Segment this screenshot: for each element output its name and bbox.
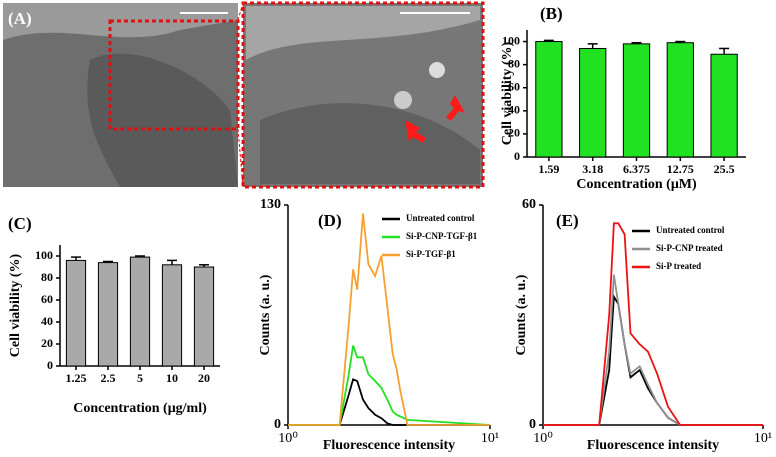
y-tick-label: 60 [508,79,520,93]
y-tick-label: 0 [274,417,281,432]
bar [666,42,694,158]
bar [710,53,738,158]
sem-texture [87,53,238,188]
y-axis-label: Cell viability (%) [500,41,515,145]
x-tick-label: 12.75 [667,162,694,176]
legend-label: Si-P-CNP treated [656,243,723,253]
particle [394,91,412,109]
x-tick-label: 10⁰ [278,431,298,446]
x-tick-label: 10 [166,371,178,385]
x-tick-label: 3.18 [582,162,603,176]
particle [429,62,445,78]
x-axis-label: Concentration (μM) [576,177,697,192]
y-tick-label: 20 [41,336,53,350]
y-tick-label: 100 [502,33,520,47]
image-panel: (A) [3,1,485,189]
zoom-box [108,19,240,131]
x-axis-label: Fluorescence intensity [587,438,719,453]
x-tick-label: 20 [198,371,210,385]
bar [193,266,215,367]
bar [579,47,607,158]
y-tick-label: 0 [514,149,520,163]
y-tick-label: 0 [47,358,53,372]
legend-label: Si-P-TGF-β1 [406,249,456,259]
panel-label: (C) [8,214,32,233]
legend-label: Si-P-CNP-TGF-β1 [406,231,478,241]
y-axis-label: Counts (a. u.) [514,274,529,355]
x-tick-label: 2.5 [101,371,116,385]
arrow [405,120,426,143]
legend-label: Untreated control [656,225,725,235]
bar [97,262,119,367]
y-tick-label: 20 [508,126,520,140]
line [543,274,763,426]
line [288,345,491,426]
legend-label: Untreated control [406,213,475,223]
x-tick-label: 1.59 [538,162,559,176]
bar [65,259,87,367]
x-tick-label: 1.25 [66,371,87,385]
y-tick-label: 60 [41,292,53,306]
bar [622,43,651,158]
panel-label: (E) [556,211,579,230]
bar [129,256,151,367]
panel-label: (B) [540,4,563,23]
y-tick-label: 60 [522,197,536,212]
x-axis-label: Fluorescence intensity [323,438,455,453]
y-tick-label: 80 [508,56,520,70]
x-tick-label: 10¹ [754,431,772,446]
legend-label: Si-P treated [656,261,701,271]
panel-label: (D) [318,211,342,230]
y-axis-label: Cell viability (%) [8,253,23,357]
bar [161,264,183,367]
x-tick-label: 10¹ [481,431,499,446]
sem-texture [260,103,480,184]
y-tick-label: 0 [529,417,536,432]
zoom-connector [237,2,244,21]
line [543,222,763,426]
arrow [446,95,465,121]
line [543,293,763,426]
bar [535,41,563,158]
line [288,213,490,426]
y-tick-label: 40 [41,314,53,328]
x-tick-label: 6.375 [623,162,650,176]
y-tick-label: 40 [508,103,520,117]
panel-label: (A) [8,9,32,28]
y-tick-label: 130 [260,197,281,212]
y-tick-label: 80 [41,270,53,284]
sem-texture [246,6,480,60]
y-tick-label: 100 [35,248,53,262]
line [288,378,490,426]
y-axis-label: Counts (a. u.) [258,274,273,355]
x-tick-label: 10⁰ [533,431,553,446]
x-axis-label: Concentration (μg/ml) [73,401,207,416]
x-tick-label: 25.5 [714,162,735,176]
x-tick-label: 5 [137,371,143,385]
